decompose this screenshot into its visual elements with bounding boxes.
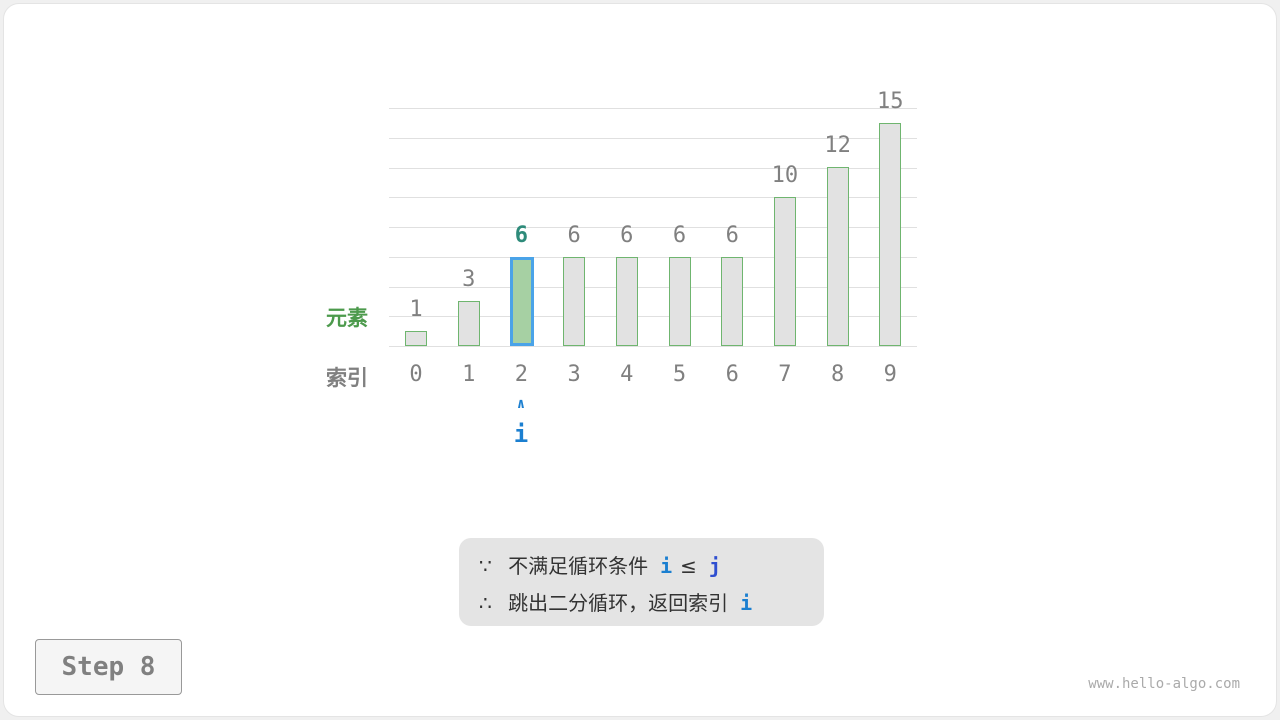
index-label: 0 bbox=[409, 362, 423, 387]
index-label: 5 bbox=[672, 362, 687, 387]
gridline bbox=[389, 316, 917, 318]
bar bbox=[773, 197, 796, 346]
condition-text: 不满足循环条件 bbox=[508, 554, 649, 578]
var-i: i bbox=[660, 554, 673, 578]
result-text: 跳出二分循环，返回索引 bbox=[508, 591, 729, 615]
index-label: 9 bbox=[883, 362, 897, 387]
index-label: 8 bbox=[830, 362, 845, 387]
bar bbox=[457, 301, 480, 346]
therefore-symbol: ∴ bbox=[479, 591, 492, 615]
explanation-box: ∵ 不满足循环条件 i ≤ j ∴ 跳出二分循环，返回索引 i bbox=[459, 538, 824, 626]
bar bbox=[615, 256, 638, 346]
index-row-label: 索引 bbox=[326, 366, 368, 390]
value-label: 15 bbox=[877, 88, 904, 114]
gridline bbox=[389, 167, 917, 169]
index-label: 4 bbox=[620, 362, 634, 387]
gridline bbox=[389, 137, 917, 139]
index-label: 7 bbox=[778, 362, 792, 387]
value-label: 3 bbox=[462, 267, 476, 293]
var-j: j bbox=[708, 554, 721, 578]
bar bbox=[405, 331, 427, 346]
value-label: 6 bbox=[620, 222, 634, 248]
because-symbol: ∵ bbox=[479, 554, 492, 578]
watermark: www.hello-algo.com bbox=[1088, 676, 1240, 692]
gridline bbox=[389, 108, 917, 109]
value-label: 6 bbox=[725, 222, 739, 248]
value-label: 1 bbox=[409, 297, 423, 323]
value-label: 6 bbox=[567, 222, 581, 248]
gridline bbox=[389, 227, 917, 228]
index-label: 6 bbox=[725, 362, 739, 387]
element-row-label: 元素 bbox=[326, 306, 368, 330]
step-badge: Step 8 bbox=[35, 639, 182, 695]
value-label: 6 bbox=[514, 222, 529, 248]
index-label: 3 bbox=[567, 362, 581, 387]
var-i: i bbox=[740, 591, 753, 615]
bar bbox=[721, 256, 744, 346]
value-label: 12 bbox=[824, 133, 851, 159]
pointer-arrow-icon: ∧ bbox=[516, 396, 526, 412]
bar bbox=[826, 167, 849, 346]
gridline bbox=[389, 256, 917, 258]
gridline bbox=[389, 197, 917, 199]
pointer-i-label: i bbox=[513, 420, 529, 448]
bar bbox=[563, 256, 586, 346]
gridline bbox=[389, 286, 917, 288]
index-label: 2 bbox=[514, 362, 529, 387]
index-label: 1 bbox=[462, 362, 476, 387]
value-label: 6 bbox=[672, 222, 687, 248]
bar bbox=[668, 256, 691, 346]
bar bbox=[879, 122, 902, 346]
bar bbox=[510, 256, 535, 346]
operator: ≤ bbox=[680, 554, 697, 578]
gridline bbox=[389, 346, 917, 347]
value-label: 10 bbox=[771, 163, 799, 188]
